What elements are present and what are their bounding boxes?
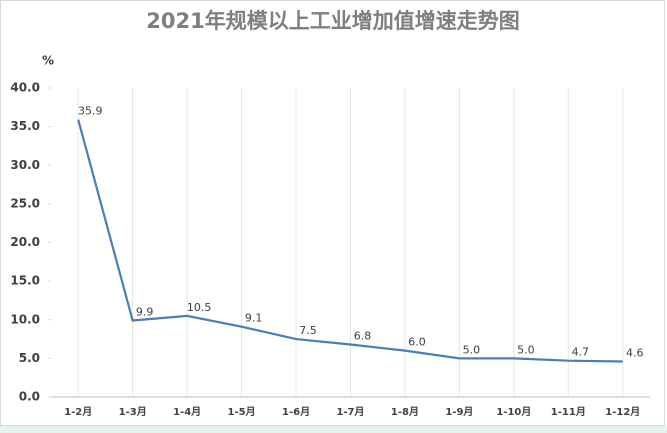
line xyxy=(77,119,623,363)
x-tick-label: 1-4月 xyxy=(173,406,201,418)
data-label: 4.7 xyxy=(572,346,590,359)
chart-title: 2021年规模以上工业增加值增速走势图 xyxy=(146,9,519,33)
y-tick-label: 0.0 xyxy=(19,390,40,404)
y-tick-label: 15.0 xyxy=(10,274,40,288)
x-tick-label: 1-11月 xyxy=(551,406,586,418)
y-tick-label: 35.0 xyxy=(10,119,40,133)
data-label: 5.0 xyxy=(463,343,481,356)
y-tick-label: 5.0 xyxy=(19,351,40,365)
y-tick-label: 40.0 xyxy=(10,81,40,95)
x-tick-label: 1-3月 xyxy=(119,406,147,418)
x-tick-label: 1-7月 xyxy=(336,406,364,418)
x-tick-label: 1-6月 xyxy=(282,406,310,418)
data-label: 6.8 xyxy=(354,329,372,342)
x-tick-label: 1-5月 xyxy=(228,406,256,418)
y-tick-label: 25.0 xyxy=(10,196,40,210)
x-tick-label: 1-8月 xyxy=(391,406,419,418)
y-axis-label: % xyxy=(42,54,54,68)
data-label: 5.0 xyxy=(517,343,535,356)
y-tick-label: 30.0 xyxy=(10,158,40,172)
x-tick-label: 1-10月 xyxy=(496,406,531,418)
data-label: 6.0 xyxy=(408,336,426,349)
data-label: 7.5 xyxy=(299,324,317,337)
data-label: 4.6 xyxy=(626,346,644,359)
x-tick-label: 1-2月 xyxy=(64,406,92,418)
x-tick-label: 1-9月 xyxy=(445,406,473,418)
data-label: 35.9 xyxy=(78,105,103,118)
y-tick-label: 20.0 xyxy=(10,235,40,249)
data-label: 9.9 xyxy=(136,306,154,319)
data-label: 9.1 xyxy=(245,312,263,325)
data-label: 10.5 xyxy=(187,301,212,314)
y-tick-label: 10.0 xyxy=(10,312,40,326)
bottom-strip xyxy=(0,426,667,433)
x-tick-label: 1-12月 xyxy=(605,406,640,418)
